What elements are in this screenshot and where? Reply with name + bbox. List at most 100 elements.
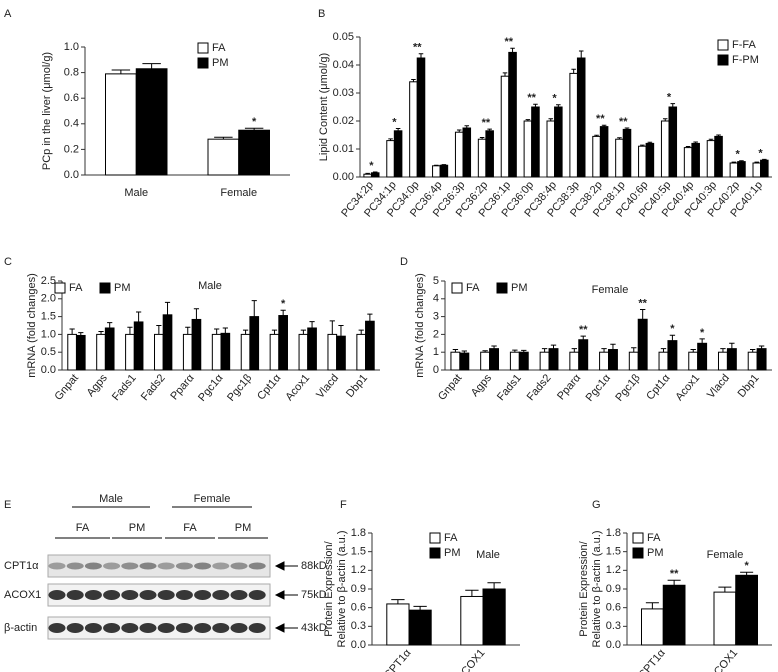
blot-band — [248, 562, 266, 570]
significance-mark: ** — [527, 92, 536, 104]
bar — [508, 51, 517, 178]
bar — [133, 321, 144, 371]
error-bar — [548, 118, 554, 121]
bar — [356, 333, 367, 371]
y-tick-label: 0.3 — [351, 620, 366, 632]
legend-label: FA — [466, 282, 480, 294]
bar — [454, 131, 464, 178]
bar — [546, 120, 556, 178]
y-tick-label: 0.0 — [41, 364, 56, 376]
size-label: 43kD — [301, 622, 327, 634]
error-bar — [136, 311, 142, 322]
x-tick-label: Vlacd — [314, 372, 341, 401]
error-bar — [731, 161, 737, 163]
significance-mark: ** — [638, 297, 647, 309]
error-bar — [491, 345, 497, 349]
error-bar — [193, 308, 200, 320]
y-tick-label: 1.5 — [351, 546, 366, 558]
y-tick-label: 1.5 — [606, 546, 621, 558]
y-axis-label: Protein Expression/ — [323, 540, 335, 636]
error-bar — [660, 348, 667, 353]
condition-label: FA — [76, 522, 90, 534]
error-bar — [708, 138, 714, 141]
error-bar — [388, 138, 393, 141]
bar — [569, 351, 580, 371]
x-tick-label: Agps — [85, 372, 111, 399]
y-tick-label: 0.01 — [333, 143, 354, 155]
y-tick-label: 0.6 — [606, 602, 621, 614]
blot-band — [103, 590, 121, 600]
error-bar — [521, 349, 527, 353]
bar — [386, 140, 395, 178]
x-tick-label: ACOX1 — [454, 647, 487, 672]
panel-letter: A — [4, 8, 12, 20]
error-bar — [111, 69, 131, 74]
x-tick-label: Dbp1 — [736, 372, 762, 400]
blot-band — [194, 623, 212, 633]
blot-band — [84, 562, 102, 570]
x-tick-label: Cpt1α — [644, 372, 673, 403]
bar — [760, 159, 769, 178]
bar — [569, 72, 578, 178]
significance-mark: * — [281, 298, 286, 310]
error-bar — [631, 347, 637, 353]
error-bar — [624, 127, 630, 130]
error-bar — [452, 349, 459, 353]
bar — [220, 332, 231, 371]
condition-label: PM — [129, 522, 146, 534]
panel-chart: G Female 0.0 0.3 0.6 0.9 1.2 1.5 1.8 Protein Expr… — [578, 499, 772, 672]
error-bar — [214, 328, 220, 335]
error-bar — [571, 348, 577, 353]
size-label: 88kD — [301, 560, 327, 572]
error-bar — [690, 349, 696, 353]
bar — [668, 106, 678, 178]
error-bar — [601, 348, 607, 353]
bar — [462, 127, 472, 178]
bar — [658, 351, 669, 371]
blot-band — [121, 623, 139, 633]
bar — [599, 351, 610, 371]
bar — [460, 595, 484, 646]
bar — [737, 161, 746, 178]
bar — [518, 351, 529, 371]
error-bar — [156, 325, 162, 335]
error-bar — [617, 137, 622, 140]
error-bar — [251, 300, 257, 317]
legend-swatch — [429, 532, 441, 544]
bar — [756, 348, 767, 371]
x-tick-label: Fads1 — [110, 372, 139, 403]
error-bar — [411, 79, 416, 82]
y-axis-label: mRNA (fold changes) — [26, 273, 38, 378]
legend-label: PM — [114, 282, 131, 294]
error-bar — [309, 321, 315, 328]
blot-band — [248, 623, 266, 633]
size-label: 75kD — [301, 589, 327, 601]
error-bar — [739, 160, 744, 162]
y-tick-label: 1 — [433, 346, 439, 358]
y-tick-label: 1.2 — [606, 564, 621, 576]
bar — [714, 135, 723, 178]
legend-swatch — [99, 282, 111, 294]
bar — [599, 126, 609, 178]
y-tick-label: 1.8 — [606, 527, 621, 539]
legend-swatch — [54, 282, 66, 294]
bar — [477, 138, 487, 178]
bar — [482, 588, 506, 646]
blot-band — [139, 623, 157, 633]
bar — [269, 333, 280, 371]
x-tick-label: Vlacd — [705, 372, 732, 401]
error-bar — [720, 348, 726, 353]
error-bar — [242, 329, 249, 335]
bar — [439, 164, 449, 178]
error-bar — [465, 589, 479, 597]
blot-band — [248, 590, 266, 600]
bar — [459, 352, 470, 371]
bar — [691, 142, 700, 178]
western-blot: E Male Female FA PM FA PM CPT1α 88kD ACOX1 75kD β-a… — [4, 493, 327, 640]
bar — [75, 334, 86, 371]
error-bar — [556, 104, 561, 107]
legend-label: FA — [444, 532, 458, 544]
error-bar — [487, 582, 501, 589]
error-bar — [395, 128, 401, 131]
